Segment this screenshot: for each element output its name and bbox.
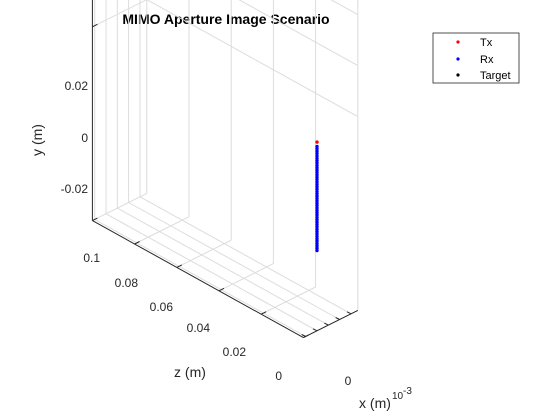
- legend-label-target: Target: [480, 70, 511, 82]
- rx-point-7: [315, 161, 319, 165]
- rx-point-37: [315, 232, 319, 236]
- grid-floor-z-2: [176, 239, 232, 268]
- x-axis-line: [303, 309, 359, 339]
- rx-point-21: [315, 194, 319, 198]
- grid-lines: [92, 0, 359, 339]
- rx-point-26: [315, 206, 319, 210]
- x-exponent-base: 10: [392, 391, 404, 402]
- rx-point-0: [315, 144, 319, 149]
- legend-box: [432, 32, 520, 84]
- rx-point-29: [315, 213, 319, 217]
- legend-marker-tx: [456, 40, 460, 44]
- grid-floor-z-4: [260, 286, 316, 315]
- grid-floor-x-3: [128, 202, 340, 320]
- rx-point-34: [315, 225, 319, 229]
- rx-point-25: [315, 203, 319, 208]
- z-axis-tick-5: [303, 334, 309, 339]
- z-tick-label-0: 0.1: [83, 251, 100, 265]
- y-axis-label: y (m): [29, 124, 45, 156]
- rx-point-1: [315, 147, 319, 151]
- z-tick-label-2: 0.06: [150, 300, 174, 314]
- grid-side-y-2: [92, 0, 148, 28]
- legend-marker-rx: [456, 57, 460, 61]
- rx-point-17: [315, 184, 319, 189]
- y-tick-label-0: 0.02: [65, 79, 89, 93]
- grid-floor-x-1: [105, 213, 318, 332]
- x-axis-tick-0: [301, 334, 306, 337]
- y-tick-label-1: 0: [81, 131, 88, 145]
- x-axis-tick-1: [312, 328, 318, 332]
- z-axis-label: z (m): [174, 364, 206, 380]
- z-axis-tick-0: [92, 217, 98, 222]
- rx-point-42: [315, 244, 319, 248]
- grid-floor-z-3: [218, 263, 274, 292]
- rx-point-15: [315, 180, 319, 184]
- y-tick-label-2: -0.02: [61, 182, 89, 196]
- chart-title: MIMO Aperture Image Scenario: [122, 11, 329, 27]
- data-marks: [315, 140, 319, 253]
- rx-point-31: [315, 218, 319, 222]
- z-axis-line: [92, 220, 304, 339]
- x-axis-tick-4: [346, 311, 352, 315]
- z-tick-label-4: 0.02: [223, 345, 247, 359]
- rx-point-11: [315, 170, 319, 175]
- z-tick-label-1: 0.08: [115, 276, 139, 290]
- rx-point-43: [315, 246, 319, 250]
- z-axis-tick-3: [218, 287, 225, 292]
- x-axis-label: x (m): [359, 395, 391, 411]
- x-exponent-power: -3: [403, 386, 412, 397]
- grid-back-y-1: [238, 0, 359, 67]
- rx-point-44: [315, 248, 319, 253]
- x-axis-tick-2: [324, 322, 329, 326]
- rx-point-40: [315, 239, 319, 243]
- rx-point-9: [315, 166, 319, 170]
- grid-floor-x-2: [117, 207, 329, 326]
- z-tick-label-3: 0.04: [187, 321, 211, 335]
- grid-floor-z-1: [134, 216, 190, 245]
- rx-point-12: [315, 173, 319, 177]
- legend-label-tx: Tx: [480, 37, 493, 49]
- rx-point-32: [315, 220, 319, 224]
- grid-back-y-2: [146, 0, 359, 118]
- x-tick-label-0: 0: [345, 374, 352, 388]
- rx-point-38: [315, 234, 319, 238]
- y-axis-tick-2: [92, 23, 98, 28]
- rx-point-18: [315, 187, 319, 191]
- grid-floor-z-0: [92, 192, 148, 222]
- axes: [91, 0, 359, 339]
- rx-point-23: [315, 199, 319, 203]
- rx-point-14: [315, 177, 319, 182]
- rx-point-3: [315, 151, 319, 156]
- grid-floor-x-4: [139, 196, 352, 315]
- z-axis-tick-4: [260, 311, 267, 315]
- rx-point-28: [315, 210, 319, 215]
- z-tick-label-5: 0: [275, 369, 282, 383]
- z-axis-tick-1: [134, 241, 140, 245]
- rx-point-35: [315, 227, 319, 231]
- x-axis-tick-3: [335, 317, 340, 320]
- z-axis-tick-2: [176, 264, 183, 268]
- rx-point-20: [315, 192, 319, 196]
- legend-label-rx: Rx: [480, 54, 494, 66]
- grid-floor-x-0: [94, 219, 306, 337]
- legend-marker-target: [456, 73, 460, 77]
- tx-point-0: [315, 140, 319, 144]
- legend: Tx Rx Target: [432, 32, 520, 84]
- rx-point-4: [315, 154, 319, 158]
- rx-point-6: [315, 158, 319, 163]
